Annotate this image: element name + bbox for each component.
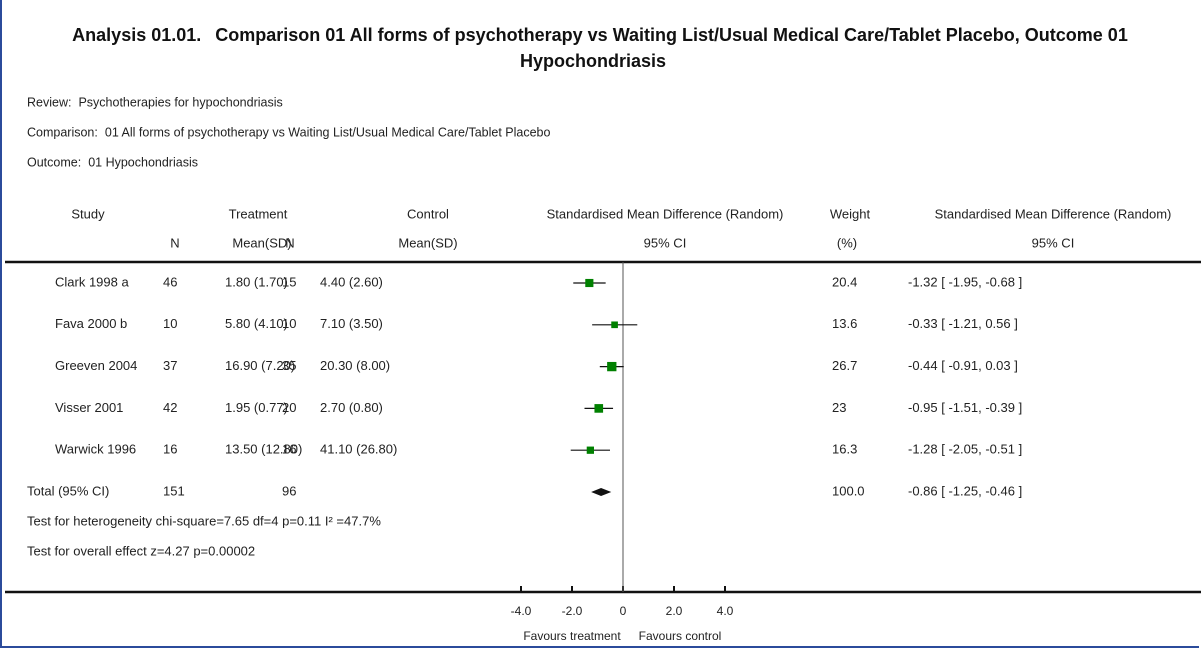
- study-name: Clark 1998 a: [55, 274, 129, 289]
- n-treatment: 37: [163, 358, 177, 373]
- n-control: 20: [282, 400, 296, 415]
- weight: 100.0: [832, 483, 865, 498]
- subheader: 95% CI: [644, 235, 687, 250]
- mean-treatment: 13.50 (12.80): [225, 442, 302, 457]
- n-treatment: 46: [163, 274, 177, 289]
- study-name: Fava 2000 b: [55, 316, 127, 331]
- x-tick-label: -4.0: [511, 604, 532, 618]
- total-diamond: [591, 488, 612, 496]
- study-name: Greeven 2004: [55, 358, 137, 373]
- meta-value: Psychotherapies for hypochondriasis: [78, 95, 282, 109]
- x-tick-label: -2.0: [562, 604, 583, 618]
- n-control: 35: [282, 358, 296, 373]
- meta-label: Comparison:: [27, 125, 98, 139]
- study-name: Warwick 1996: [55, 442, 136, 457]
- header: Treatment: [229, 206, 288, 221]
- title: Analysis 01.01. Comparison 01 All forms o…: [50, 22, 1150, 74]
- study-marker: [611, 321, 618, 329]
- weight: 13.6: [832, 316, 857, 331]
- mean-control: 41.10 (26.80): [320, 442, 397, 457]
- header: Weight: [830, 206, 871, 221]
- mean-treatment: 1.95 (0.77): [225, 400, 288, 415]
- subheader: Mean(SD): [232, 235, 291, 250]
- meta-label: Outcome:: [27, 155, 81, 169]
- mean-control: 20.30 (8.00): [320, 358, 390, 373]
- effect-ci: -1.28 [ -2.05, -0.51 ]: [908, 442, 1022, 457]
- meta-value: 01 All forms of psychotherapy vs Waiting…: [105, 125, 551, 139]
- meta-label: Review:: [27, 95, 71, 109]
- weight: 20.4: [832, 274, 857, 289]
- n-treatment: 151: [163, 483, 185, 498]
- header: Standardised Mean Difference (Random): [547, 206, 784, 221]
- meta-value: 01 Hypochondriasis: [88, 155, 198, 169]
- effect-ci: -0.44 [ -0.91, 0.03 ]: [908, 358, 1018, 373]
- header: Control: [407, 206, 449, 221]
- total-name: Total (95% CI): [27, 483, 109, 498]
- effect-ci: -0.86 [ -1.25, -0.46 ]: [908, 483, 1022, 498]
- effect-ci: -0.33 [ -1.21, 0.56 ]: [908, 316, 1018, 331]
- x-tick-label: 2.0: [666, 604, 683, 618]
- mean-control: 2.70 (0.80): [320, 400, 383, 415]
- n-control: 96: [282, 483, 296, 498]
- favours-label: Favours treatment: [523, 629, 621, 643]
- weight: 16.3: [832, 442, 857, 457]
- subheader: N: [285, 235, 294, 250]
- subheader: Mean(SD): [398, 235, 457, 250]
- weight: 26.7: [832, 358, 857, 373]
- header: Standardised Mean Difference (Random): [935, 206, 1172, 221]
- study-marker: [585, 278, 594, 288]
- subheader: (%): [837, 235, 857, 250]
- x-tick-label: 0: [620, 604, 627, 618]
- analysis-label: Analysis 01.01.: [72, 25, 202, 45]
- effect-ci: -1.32 [ -1.95, -0.68 ]: [908, 274, 1022, 289]
- n-control: 15: [282, 274, 296, 289]
- study-marker: [594, 404, 604, 413]
- n-treatment: 16: [163, 442, 177, 457]
- subheader: N: [170, 235, 179, 250]
- effect-ci: -0.95 [ -1.51, -0.39 ]: [908, 400, 1022, 415]
- mean-control: 7.10 (3.50): [320, 316, 383, 331]
- title-text: Comparison 01 All forms of psychotherapy…: [215, 25, 1128, 71]
- n-treatment: 42: [163, 400, 177, 415]
- favours-label: Favours control: [639, 629, 722, 643]
- mean-treatment: 1.80 (1.70): [225, 274, 288, 289]
- n-control: 10: [282, 316, 296, 331]
- weight: 23: [832, 400, 846, 415]
- n-control: 16: [282, 442, 296, 457]
- subheader: 95% CI: [1032, 235, 1075, 250]
- test-note: Test for heterogeneity chi-square=7.65 d…: [27, 513, 381, 528]
- n-treatment: 10: [163, 316, 177, 331]
- header: Study: [71, 206, 105, 221]
- test-note: Test for overall effect z=4.27 p=0.00002: [27, 543, 255, 558]
- x-tick-label: 4.0: [717, 604, 734, 618]
- study-name: Visser 2001: [55, 400, 123, 415]
- study-marker: [586, 446, 594, 454]
- mean-treatment: 16.90 (7.20): [225, 358, 295, 373]
- mean-control: 4.40 (2.60): [320, 274, 383, 289]
- mean-treatment: 5.80 (4.10): [225, 316, 288, 331]
- study-marker: [607, 361, 617, 372]
